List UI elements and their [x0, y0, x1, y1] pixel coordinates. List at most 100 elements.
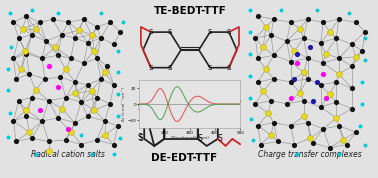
- Text: S: S: [138, 103, 143, 112]
- Point: [89, 153, 95, 155]
- Point: [320, 127, 326, 130]
- Point: [8, 46, 14, 49]
- Point: [39, 120, 45, 122]
- Point: [314, 8, 320, 11]
- Point: [327, 146, 333, 149]
- Point: [284, 40, 290, 43]
- Point: [294, 62, 300, 64]
- Point: [13, 140, 19, 143]
- Point: [5, 135, 11, 138]
- Point: [18, 68, 24, 71]
- Point: [349, 87, 355, 90]
- Point: [263, 26, 269, 28]
- Point: [336, 18, 342, 21]
- Point: [50, 18, 56, 21]
- Point: [359, 49, 365, 52]
- Text: S: S: [138, 102, 143, 111]
- Point: [318, 41, 324, 44]
- Point: [15, 37, 22, 40]
- Point: [33, 27, 39, 30]
- Point: [72, 121, 78, 124]
- Point: [353, 21, 359, 24]
- Point: [284, 102, 290, 105]
- Point: [26, 131, 32, 134]
- Point: [42, 77, 48, 80]
- Point: [301, 37, 307, 40]
- Point: [291, 49, 297, 52]
- Point: [288, 21, 294, 24]
- Point: [94, 26, 100, 28]
- Point: [33, 153, 39, 155]
- Point: [265, 112, 271, 115]
- Point: [247, 74, 253, 77]
- Point: [29, 96, 35, 99]
- Text: S: S: [208, 29, 212, 35]
- Point: [349, 43, 355, 46]
- Point: [327, 30, 333, 33]
- Point: [314, 80, 320, 83]
- Point: [271, 54, 277, 57]
- Point: [357, 124, 363, 127]
- Point: [247, 96, 253, 99]
- Point: [344, 143, 350, 146]
- Point: [297, 91, 303, 94]
- Point: [305, 121, 311, 124]
- Point: [247, 8, 253, 11]
- Text: S: S: [168, 65, 172, 71]
- Text: S: S: [227, 29, 231, 35]
- Point: [255, 15, 261, 17]
- Point: [333, 37, 339, 40]
- Point: [260, 46, 266, 49]
- Point: [104, 65, 110, 68]
- Point: [55, 12, 61, 14]
- Point: [46, 149, 52, 152]
- Point: [23, 115, 29, 118]
- Point: [52, 46, 58, 49]
- Point: [6, 112, 12, 115]
- Point: [72, 37, 78, 40]
- Point: [279, 8, 285, 11]
- Point: [23, 52, 29, 55]
- Point: [63, 138, 69, 141]
- Point: [102, 120, 108, 122]
- Point: [117, 137, 123, 140]
- Point: [271, 77, 277, 80]
- Point: [22, 49, 28, 52]
- Point: [318, 106, 324, 108]
- Point: [115, 71, 121, 74]
- Point: [336, 124, 342, 127]
- Text: S: S: [138, 134, 143, 142]
- Text: S: S: [198, 102, 202, 111]
- Point: [362, 37, 368, 40]
- Point: [291, 77, 297, 80]
- Point: [346, 12, 352, 14]
- Point: [29, 137, 35, 140]
- Point: [294, 52, 300, 55]
- Point: [91, 49, 97, 52]
- Point: [57, 76, 64, 79]
- Point: [268, 33, 274, 36]
- Point: [107, 102, 113, 105]
- Point: [336, 57, 342, 60]
- Point: [68, 131, 74, 134]
- Point: [349, 65, 355, 68]
- Point: [291, 143, 297, 146]
- Point: [248, 118, 254, 121]
- Point: [301, 115, 307, 118]
- Point: [310, 142, 316, 144]
- Point: [305, 57, 311, 60]
- Point: [68, 57, 74, 60]
- Point: [72, 80, 78, 83]
- Point: [91, 109, 97, 111]
- Point: [288, 96, 294, 99]
- Point: [29, 8, 35, 11]
- Point: [43, 40, 49, 43]
- Point: [117, 30, 123, 33]
- Point: [120, 21, 126, 24]
- Point: [307, 137, 313, 140]
- Text: S: S: [168, 29, 172, 35]
- Point: [359, 102, 365, 105]
- Point: [111, 153, 117, 155]
- Point: [81, 62, 87, 64]
- Point: [85, 84, 91, 87]
